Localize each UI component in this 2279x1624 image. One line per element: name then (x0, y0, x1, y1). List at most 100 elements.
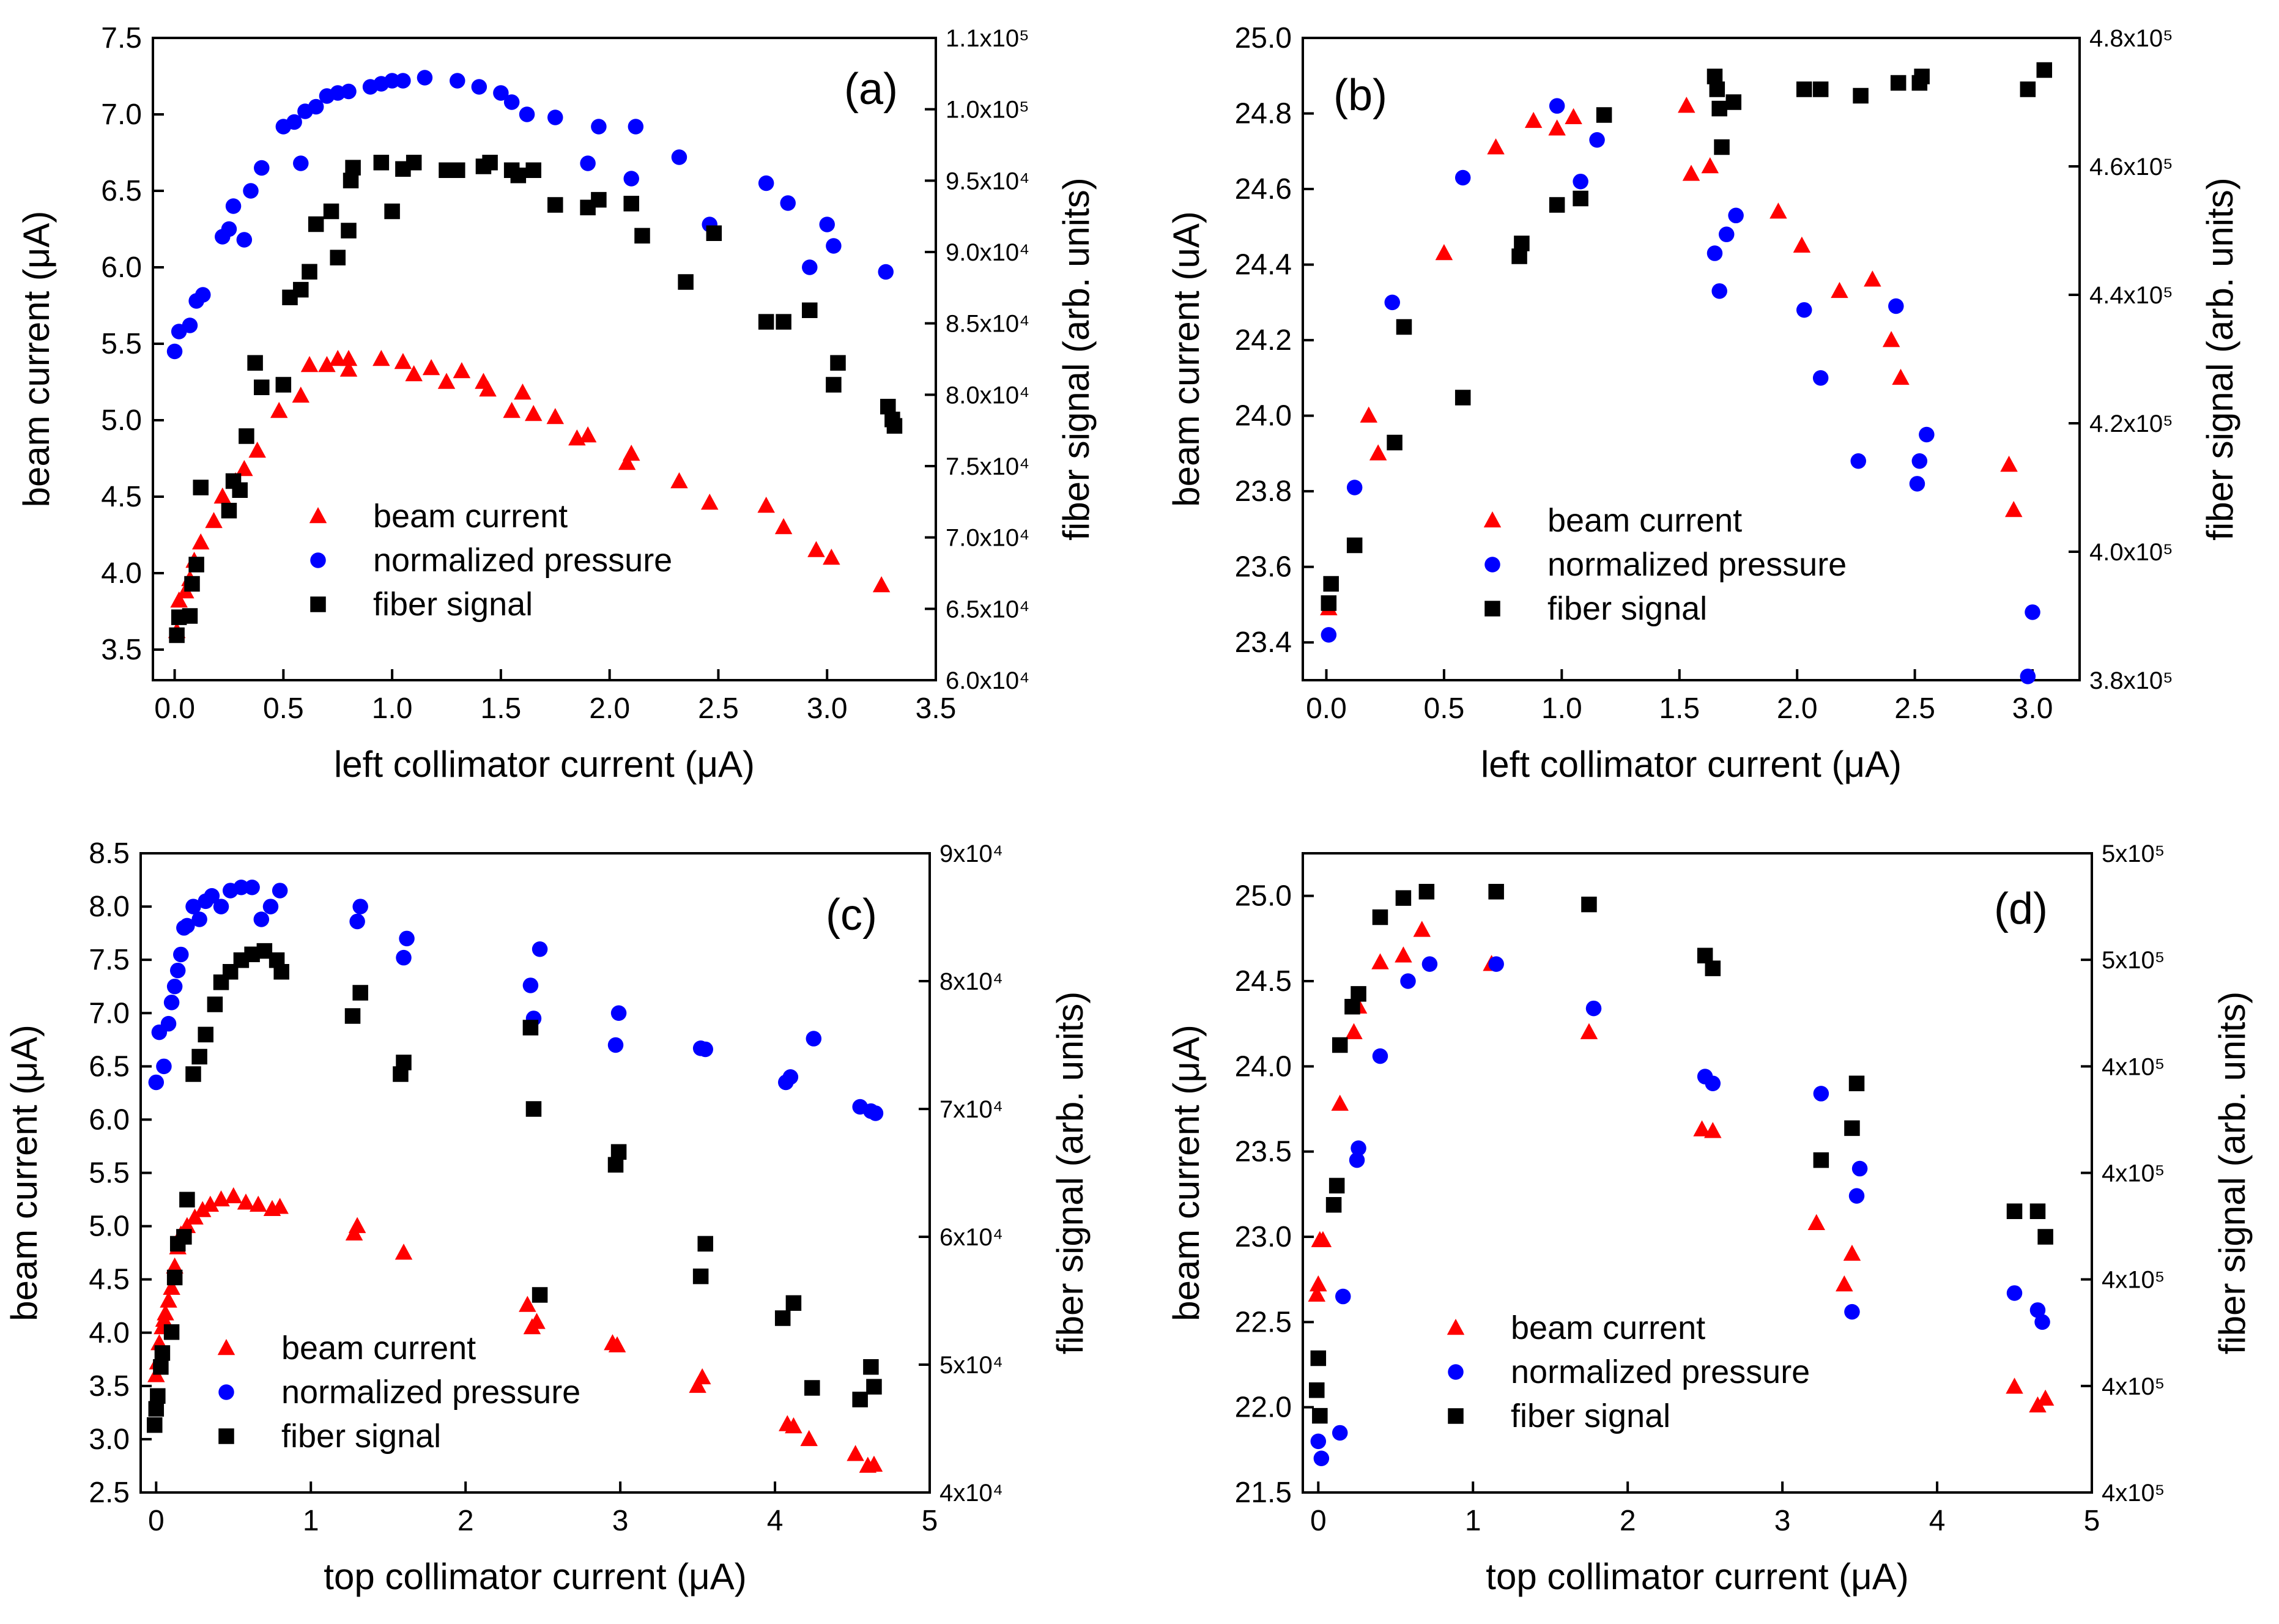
data-point (706, 225, 722, 241)
data-point (270, 402, 288, 418)
legend-label: beam current (1547, 502, 1742, 539)
data-point (522, 1020, 539, 1036)
y2-tick-label: 9.0x10⁴ (946, 239, 1029, 266)
data-point (239, 428, 254, 444)
data-point (482, 154, 498, 171)
data-point (2034, 1314, 2050, 1330)
series-fiber-signal (1321, 62, 2053, 611)
data-point (188, 557, 204, 573)
y2-tick-label: 4.8x10⁵ (2089, 25, 2173, 52)
x-tick-label: 1.0 (372, 692, 413, 725)
data-point (176, 1229, 192, 1245)
data-point (273, 964, 289, 980)
data-point (1728, 207, 1744, 224)
y2-axis-title: fiber signal (arb. units) (1056, 177, 1097, 541)
y2-tick-label: 3.8x10⁵ (2089, 667, 2173, 694)
data-point (395, 73, 411, 89)
data-point (1435, 244, 1453, 261)
data-point (395, 1244, 413, 1260)
y2-tick-label: 8.5x10⁴ (946, 311, 1029, 338)
x-tick-label: 0.5 (263, 692, 304, 725)
x-tick-label: 5 (922, 1505, 938, 1537)
data-point (396, 1055, 412, 1070)
data-point (2037, 1229, 2053, 1245)
data-point (819, 217, 835, 232)
data-point (1454, 390, 1471, 406)
data-point (1548, 119, 1566, 136)
data-point (1705, 960, 1721, 976)
data-point (826, 377, 842, 393)
data-point (503, 94, 520, 110)
data-point (693, 1368, 711, 1385)
data-point (191, 1048, 207, 1065)
data-point (1396, 319, 1412, 335)
y-tick-label: 4.5 (89, 1264, 130, 1296)
data-point (1421, 956, 1438, 972)
data-point (1310, 1350, 1327, 1366)
series-beam-current (147, 1187, 883, 1473)
y-tick-label: 2.5 (89, 1477, 130, 1509)
x-tick-label: 4 (1929, 1505, 1946, 1537)
data-point (235, 460, 253, 476)
data-point (1706, 69, 1723, 84)
x-tick-label: 0 (1310, 1505, 1327, 1537)
chart-panel-4: 0 1 2 3 4 5 21.5 22.0 22.5 23.0 23.5 24.0 24.5 25.0 4x… (1166, 840, 2253, 1597)
data-point (1351, 1140, 1366, 1156)
data-point (802, 259, 818, 275)
legend-label: beam current (281, 1330, 476, 1366)
data-point (610, 1144, 627, 1160)
data-point (185, 899, 201, 914)
series-beam-current (1320, 97, 2023, 615)
y-tick-label: 25.0 (1235, 880, 1292, 913)
panel-label: (d) (1994, 884, 2048, 933)
data-point (880, 398, 896, 415)
x-tick-label: 3.5 (916, 692, 957, 725)
data-point (1580, 1023, 1598, 1039)
y2-tick-label: 9.5x10⁴ (946, 168, 1029, 195)
data-point (406, 154, 422, 171)
data-point (1682, 165, 1700, 181)
y-tick-label: 21.5 (1235, 1477, 1292, 1509)
data-point (182, 317, 198, 333)
data-point (1346, 537, 1363, 554)
data-point (254, 160, 270, 176)
y2-axis-title: fiber signal (arb. units) (2212, 992, 2253, 1355)
data-point (1705, 1075, 1721, 1091)
data-point (757, 497, 775, 513)
data-point (774, 1310, 791, 1326)
data-point (1919, 426, 1935, 443)
x-tick-label: 0.0 (1306, 692, 1347, 725)
data-point (341, 83, 357, 100)
legend-marker (1448, 1408, 1464, 1424)
y2-tick-label: 7.0x10⁴ (946, 525, 1029, 552)
data-point (2006, 1285, 2023, 1301)
data-point (610, 1005, 627, 1021)
y-tick-label: 23.8 (1235, 475, 1292, 508)
data-point (247, 355, 263, 371)
chart-panel-1: 0.0 0.5 1.0 1.5 2.0 2.5 3.0 3.5 3.5 4.0 4.5 5.0 5.5 6… (16, 22, 1097, 785)
data-point (785, 1295, 802, 1311)
x-axis-title: top collimator current (μA) (324, 1556, 746, 1597)
data-point (2025, 604, 2040, 620)
data-point (344, 1008, 361, 1024)
y2-tick-label: 8x10⁴ (939, 968, 1003, 995)
data-point (262, 899, 279, 914)
data-point (437, 373, 456, 389)
data-point (479, 380, 497, 397)
y-tick-label: 4.0 (89, 1317, 130, 1349)
data-point (774, 518, 793, 535)
data-point (1349, 1152, 1365, 1168)
data-point (373, 154, 390, 171)
data-point (524, 405, 543, 421)
data-point (1596, 107, 1612, 123)
data-point (212, 1190, 230, 1207)
data-point (384, 203, 400, 220)
plot-frame (1302, 37, 2081, 681)
data-point (330, 250, 346, 265)
data-point (1346, 480, 1363, 495)
legend-label: normalized pressure (1511, 1354, 1810, 1390)
data-point (1325, 1197, 1342, 1213)
data-point (275, 377, 292, 393)
data-point (807, 541, 825, 557)
x-tick-label: 3.0 (807, 692, 848, 725)
